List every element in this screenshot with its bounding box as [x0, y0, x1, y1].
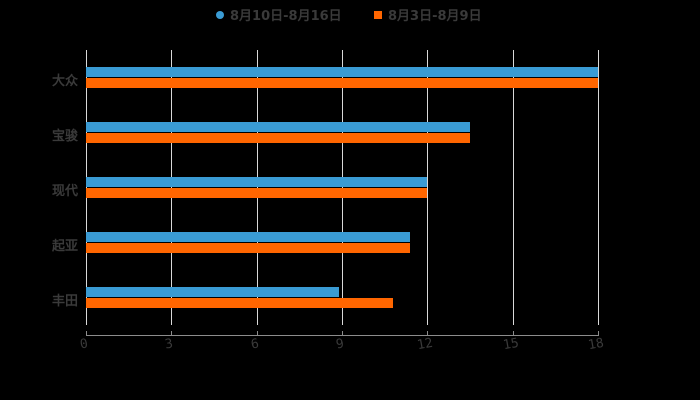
chart-legend: 8月10日-8月16日 8月3日-8月9日	[0, 5, 700, 24]
bar-series-2[interactable]	[86, 188, 428, 198]
x-tick	[342, 331, 343, 336]
x-tick-label: 0	[78, 336, 90, 353]
x-tick	[427, 331, 428, 336]
gridline	[598, 50, 599, 325]
y-category-label: 丰田	[51, 294, 78, 309]
legend-label: 8月10日-8月16日	[230, 9, 342, 24]
y-category-label: 宝骏	[51, 129, 78, 144]
x-tick-label: 12	[415, 335, 435, 354]
x-tick-label: 18	[586, 335, 606, 354]
bar-series-2[interactable]	[86, 243, 411, 253]
gridline	[171, 50, 172, 325]
y-category-label: 现代	[51, 184, 78, 199]
bar-series-2[interactable]	[86, 78, 598, 88]
x-tick	[86, 331, 87, 336]
y-category-label: 大众	[51, 74, 78, 89]
y-category-label: 起亚	[51, 239, 78, 254]
gridline	[427, 50, 428, 325]
x-tick	[598, 331, 599, 336]
gridline	[513, 50, 514, 325]
legend-item-series-2[interactable]: 8月3日-8月9日	[374, 5, 482, 24]
x-tick-label: 6	[249, 336, 261, 353]
bar-series-1[interactable]	[86, 287, 340, 297]
legend-square-icon	[374, 10, 382, 19]
legend-label: 8月3日-8月9日	[388, 9, 482, 24]
bar-series-1[interactable]	[86, 67, 598, 77]
gridline	[342, 50, 343, 325]
bar-series-2[interactable]	[86, 133, 470, 143]
legend-item-series-1[interactable]: 8月10日-8月16日	[216, 5, 342, 24]
bar-series-1[interactable]	[86, 122, 470, 132]
x-tick-label: 15	[501, 335, 521, 354]
plot-area	[86, 50, 599, 325]
gridline	[257, 50, 258, 325]
gridline	[86, 50, 87, 325]
x-tick	[171, 331, 172, 336]
x-tick-label: 9	[334, 336, 346, 353]
bar-series-2[interactable]	[86, 298, 394, 308]
legend-circle-icon	[216, 10, 224, 19]
x-tick-label: 3	[163, 336, 175, 353]
bar-series-1[interactable]	[86, 177, 428, 187]
x-tick	[513, 331, 514, 336]
bar-series-1[interactable]	[86, 232, 411, 242]
x-tick	[257, 331, 258, 336]
